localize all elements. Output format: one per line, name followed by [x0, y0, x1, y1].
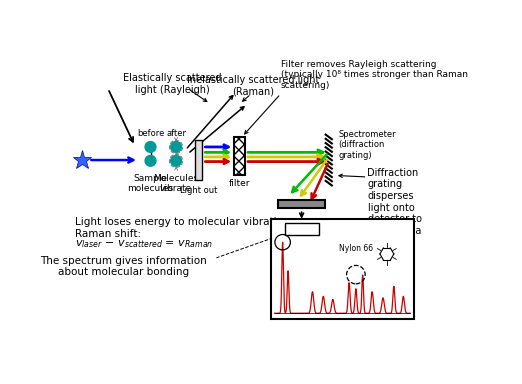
Circle shape [145, 142, 156, 152]
Text: Diffraction
grating
disperses
light onto
detector to
generate a
spectrum: Diffraction grating disperses light onto… [367, 168, 421, 247]
Text: before: before [137, 129, 164, 139]
Circle shape [145, 156, 156, 166]
Text: Inelastically scattered light
(Raman): Inelastically scattered light (Raman) [186, 75, 319, 97]
Circle shape [171, 156, 182, 166]
Text: filter: filter [229, 179, 251, 188]
Text: Filter removes Rayleigh scattering
(typically 10⁸ times stronger than Raman
scat: Filter removes Rayleigh scattering (typi… [281, 60, 468, 90]
Text: The spectrum gives information
about molecular bonding: The spectrum gives information about mol… [40, 255, 207, 277]
Text: Elastically scattered
light (Rayleigh): Elastically scattered light (Rayleigh) [123, 73, 221, 94]
Text: Spectrometer
(diffraction
grating): Spectrometer (diffraction grating) [338, 130, 396, 159]
Text: Nylon 66: Nylon 66 [339, 244, 373, 253]
Text: detector: detector [282, 224, 321, 233]
Text: Sample
molecules: Sample molecules [127, 174, 173, 193]
Text: Molecules
vibrate: Molecules vibrate [153, 174, 199, 193]
Circle shape [171, 142, 182, 152]
Text: v$_{laser}$ − v$_{scattered}$ = v$_{Raman}$: v$_{laser}$ − v$_{scattered}$ = v$_{Rama… [75, 238, 213, 250]
Bar [284, 223, 318, 235]
Text: Light loses energy to molecular vibration
Raman shift:: Light loses energy to molecular vibratio… [75, 217, 289, 238]
Bar [278, 200, 325, 208]
Bar [270, 219, 414, 319]
Bar [195, 140, 203, 180]
Bar [234, 137, 245, 175]
Text: Light out: Light out [180, 186, 217, 195]
Text: after: after [166, 129, 186, 139]
